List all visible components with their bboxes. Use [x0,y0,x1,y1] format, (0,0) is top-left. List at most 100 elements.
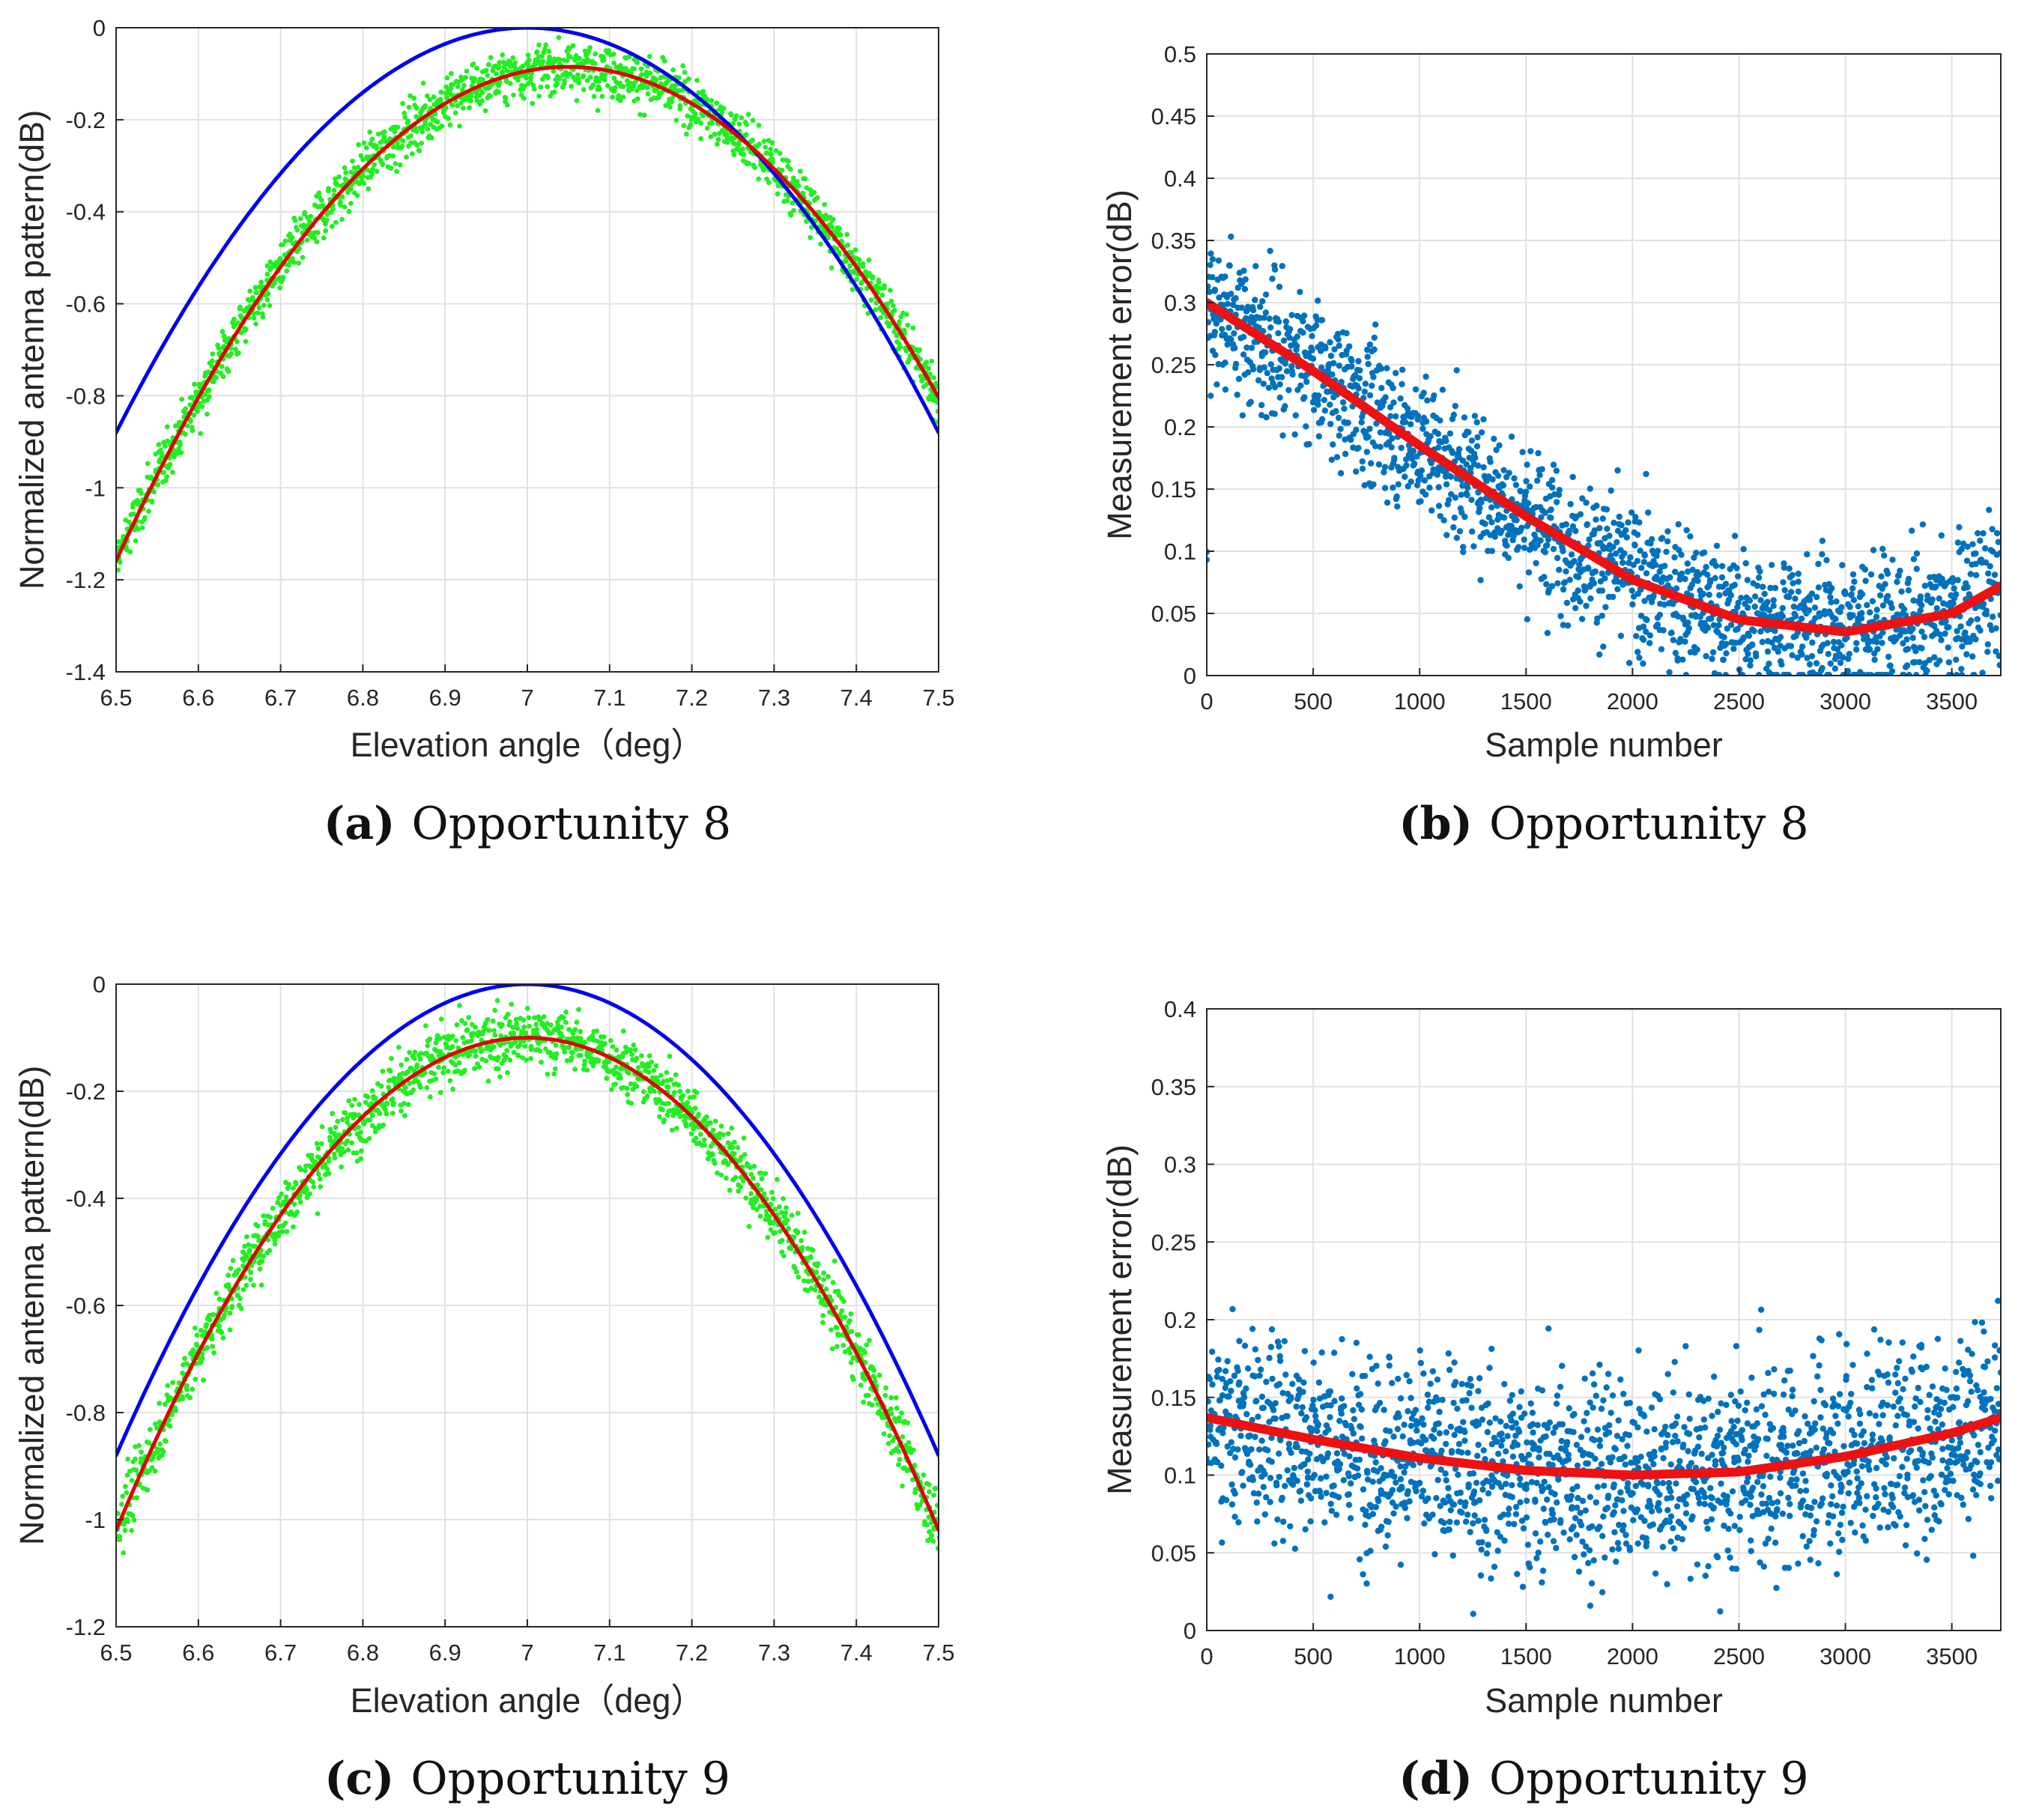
data-point [1267,247,1273,255]
data-point [1394,503,1401,510]
data-point [742,1152,748,1157]
data-point [437,1035,443,1041]
data-point [1609,593,1617,601]
data-point [1276,365,1283,372]
data-point [1775,648,1781,655]
data-point [1377,429,1384,436]
data-point [163,443,168,449]
x-tick-label: 0 [1200,688,1213,715]
data-point [1498,527,1505,534]
data-point [1674,655,1681,662]
data-point [554,1051,560,1057]
data-point [1426,485,1433,491]
data-point [213,1290,219,1296]
data-point [552,1066,558,1072]
data-point [634,1084,640,1089]
data-point [1827,594,1834,601]
data-point [825,1274,831,1279]
data-point [1315,297,1321,304]
data-point [261,1213,267,1219]
data-point [882,283,887,288]
data-point [618,1076,623,1081]
data-point [1853,646,1860,653]
data-point [813,1270,819,1275]
data-point [440,110,446,115]
data-point [333,176,338,182]
data-point [504,102,510,108]
data-point [1789,652,1796,658]
data-point [1824,640,1831,646]
data-point [849,249,855,255]
data-point [400,138,406,144]
data-point [1556,487,1563,494]
data-point [139,491,144,496]
data-point [1958,545,1965,553]
data-point [417,1085,423,1091]
data-point [1397,395,1404,402]
data-point [1837,659,1844,667]
data-point [1224,300,1231,307]
data-point [470,61,476,67]
data-point [1599,587,1606,594]
data-point [1761,590,1768,598]
data-point [373,143,379,149]
data-point [294,1181,299,1187]
data-point [1787,643,1795,649]
data-point [1913,672,1920,676]
data-point [692,1105,698,1111]
data-point [156,442,162,447]
data-point [199,1327,204,1333]
data-point [1949,579,1956,586]
data-point [1903,636,1910,643]
data-point [1211,329,1219,336]
data-point [1806,661,1814,668]
data-point [1450,411,1458,418]
data-point [291,1185,296,1191]
data-point [1488,504,1495,511]
data-point [643,73,649,79]
data-point [382,129,387,135]
data-point [1346,343,1353,350]
data-point [1518,524,1525,531]
data-point [740,1178,746,1183]
data-point [664,1070,670,1076]
data-point [339,194,345,200]
data-point [210,351,216,357]
data-point [1625,660,1633,667]
data-point [252,1243,258,1249]
data-point [1500,467,1507,473]
data-point [712,131,718,137]
data-point [1207,288,1213,295]
data-point [332,1155,338,1161]
data-point [758,1187,764,1192]
data-point [530,82,536,88]
data-point [1646,640,1653,646]
plot-area [116,28,939,573]
data-point [674,1126,679,1131]
data-point [1207,319,1212,326]
data-point [428,1094,433,1099]
data-point [873,307,879,312]
x-axis-label: Sample number [1485,726,1723,764]
data-point [686,76,691,82]
data-point [408,140,413,146]
data-point [1458,491,1464,498]
data-point [527,1023,532,1029]
data-point [402,115,408,121]
data-point [620,84,626,89]
data-point [366,1135,372,1141]
data-point [216,1323,222,1329]
data-point [1568,551,1575,558]
data-point [1300,312,1308,319]
data-point [458,100,464,106]
data-point [746,1224,752,1229]
data-point [560,1015,566,1021]
data-point [1275,330,1282,337]
data-point [486,61,491,67]
data-point [165,438,170,444]
data-point [418,1051,424,1056]
data-point [1652,562,1659,568]
data-point [458,74,464,80]
data-point [1431,392,1437,399]
data-point [1838,604,1845,610]
